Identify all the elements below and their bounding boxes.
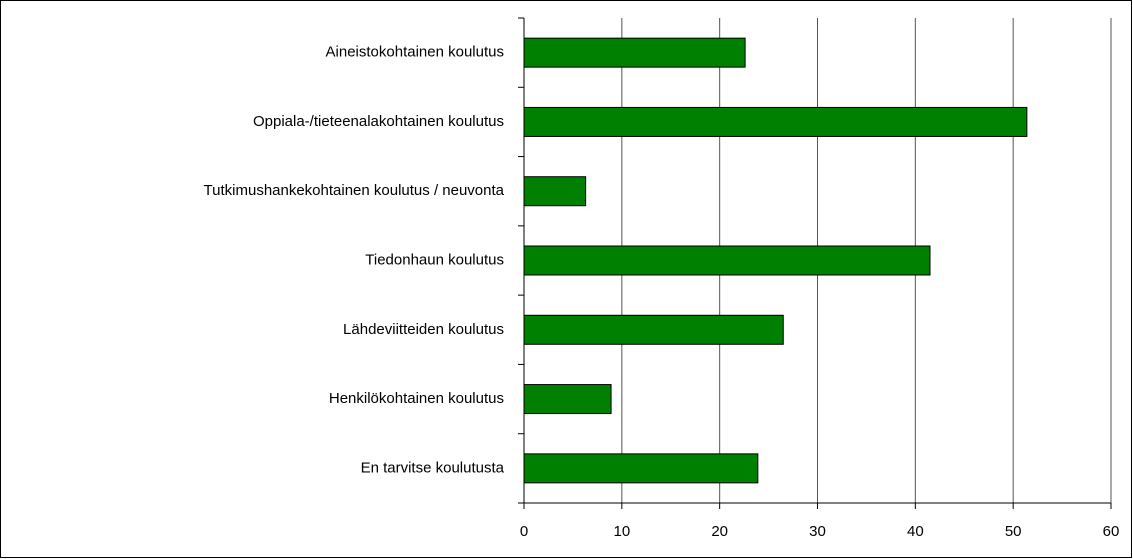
- y-tick-label: Henkilökohtainen koulutus: [329, 390, 504, 407]
- bar: [523, 106, 1028, 137]
- y-tick-label: Lähdeviitteiden koulutus: [343, 321, 504, 338]
- y-tick-label: Tutkimushankekohtainen koulutus / neuvon…: [204, 182, 505, 199]
- x-tick-label: 20: [711, 523, 728, 540]
- x-tick-label: 30: [809, 523, 826, 540]
- bar: [523, 384, 612, 415]
- x-tick-label: 0: [520, 523, 528, 540]
- bar: [523, 453, 759, 484]
- y-tick-label: En tarvitse koulutusta: [361, 459, 505, 476]
- x-tick-label: 60: [1103, 523, 1120, 540]
- bar: [523, 245, 931, 276]
- x-tick-label: 50: [1005, 523, 1022, 540]
- bar: [523, 314, 784, 345]
- x-tick-label: 40: [907, 523, 924, 540]
- x-tick-label: 10: [613, 523, 630, 540]
- y-tick-label: Oppiala-/tieteenalakohtainen koulutus: [253, 113, 504, 130]
- bar: [523, 37, 746, 68]
- bar: [523, 176, 587, 207]
- y-tick-label: Aineistokohtainen koulutus: [326, 44, 504, 61]
- y-tick-label: Tiedonhaun koulutus: [365, 251, 504, 268]
